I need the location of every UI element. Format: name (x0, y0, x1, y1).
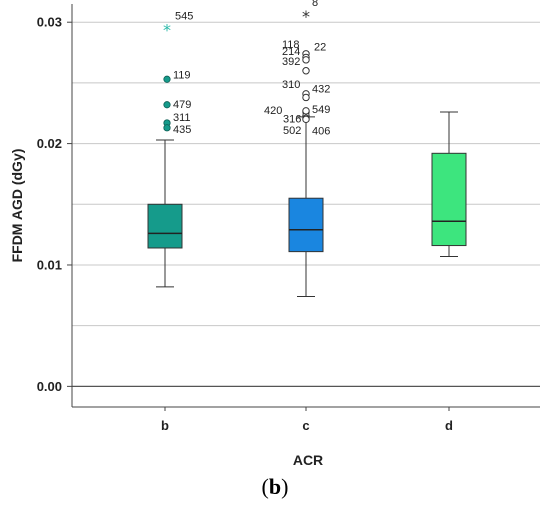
x-tick-label-b: b (161, 418, 169, 433)
outlier-label: 310 (282, 79, 300, 91)
outlier-label: 549 (312, 104, 330, 116)
outlier-label: 432 (312, 83, 330, 95)
outlier-label: 420 (264, 105, 282, 117)
outlier-label: 406 (312, 125, 330, 137)
caption-open: ( (261, 474, 269, 499)
outlier-label: 311 (173, 112, 191, 124)
caption-letter: b (268, 474, 282, 499)
figure-caption: (b) (0, 474, 550, 500)
x-axis-title: ACR (293, 452, 323, 468)
outlier-point (302, 67, 310, 75)
box-d (431, 152, 467, 247)
boxplot-chart: 0.00 0.01 0.02 0.03 FFDM AGD (dGy) ACR b * 545 11… (9, 0, 540, 468)
outlier-point (302, 56, 310, 64)
outlier-label: 392 (282, 56, 300, 68)
outlier-label: 8 (312, 0, 318, 9)
outlier-point (163, 124, 171, 132)
box-c (288, 197, 324, 253)
x-tick-label-c: c (302, 418, 309, 433)
outlier-star: * (163, 20, 171, 39)
outlier-label: 435 (173, 124, 191, 136)
outlier-point (302, 115, 310, 124)
outlier-point (163, 75, 171, 83)
outlier-label: 22 (314, 41, 326, 53)
outlier-label: 479 (173, 99, 191, 111)
y-tick-label: 0.02 (37, 136, 62, 151)
outlier-label: 119 (173, 69, 191, 81)
outlier-label: 214 (282, 46, 300, 58)
box-b (147, 203, 183, 249)
y-tick-label: 0.01 (37, 257, 62, 272)
outlier-label: 502 (283, 125, 301, 137)
y-axis-title: FFDM AGD (dGy) (9, 149, 25, 263)
caption-close: ) (281, 474, 289, 499)
outlier-point (163, 101, 171, 109)
y-tick-label: 0.00 (37, 379, 62, 394)
y-tick-label: 0.03 (37, 15, 62, 30)
outlier-label: 545 (175, 10, 193, 22)
x-tick-label-d: d (445, 418, 453, 433)
outlier-star: * (302, 7, 310, 26)
outlier-point (302, 93, 310, 102)
outlier-label: 118 (282, 39, 300, 51)
outlier-point (302, 107, 310, 115)
outlier-label: 316 (283, 114, 301, 126)
